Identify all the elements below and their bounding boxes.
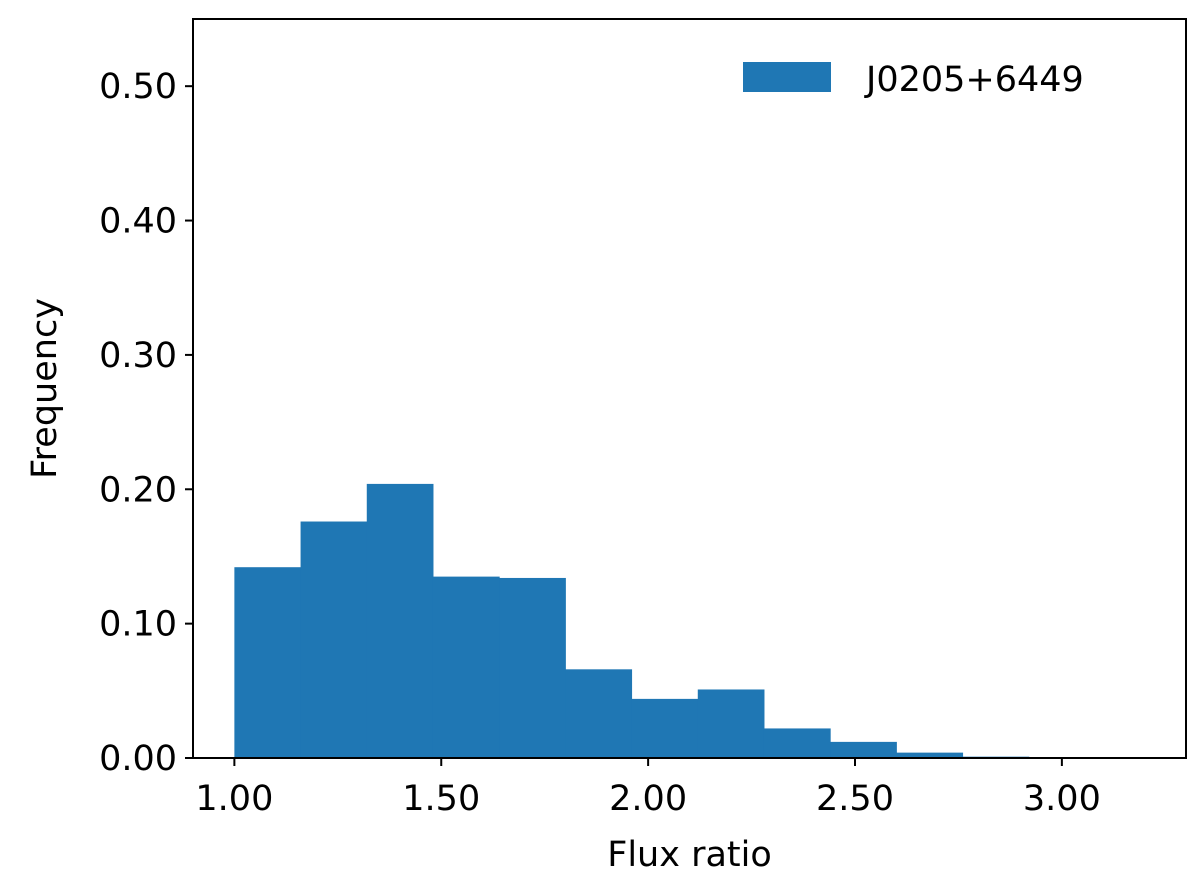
y-tick-label: 0.50 [99,67,177,107]
histogram-bar [631,698,699,758]
x-axis-ticks: 1.00 1.50 2.00 2.50 3.00 [195,758,1101,819]
y-axis-ticks: 0.00 0.10 0.20 0.30 0.40 0.50 [99,67,193,779]
x-tick-label: 3.00 [1023,779,1101,819]
y-tick-label: 0.40 [99,202,177,242]
histogram-bar [896,752,964,758]
legend-label: J0205+6449 [864,60,1084,100]
y-tick-label: 0.20 [99,470,177,510]
histogram-bar [499,577,566,758]
histogram-bar [300,521,368,758]
histogram-bar [565,669,633,758]
y-tick-label: 0.10 [99,605,177,645]
histogram-bar [432,576,500,758]
histogram-bar [366,483,434,758]
y-tick-label: 0.00 [99,739,177,779]
histogram-bar [697,689,765,758]
y-axis-label: Frequency [25,298,65,479]
histogram-bar [234,567,302,758]
histogram-bar [763,728,831,758]
histogram-bar [830,741,897,758]
x-tick-label: 2.00 [609,779,687,819]
x-tick-label: 1.50 [402,779,480,819]
plot-frame [192,18,1187,759]
y-tick-label: 0.30 [99,336,177,376]
x-axis-label: Flux ratio [607,835,772,875]
histogram-bars [234,483,1162,758]
x-tick-label: 2.50 [816,779,894,819]
legend-swatch [743,62,831,92]
legend: J0205+6449 [743,60,1084,100]
x-tick-label: 1.00 [195,779,273,819]
